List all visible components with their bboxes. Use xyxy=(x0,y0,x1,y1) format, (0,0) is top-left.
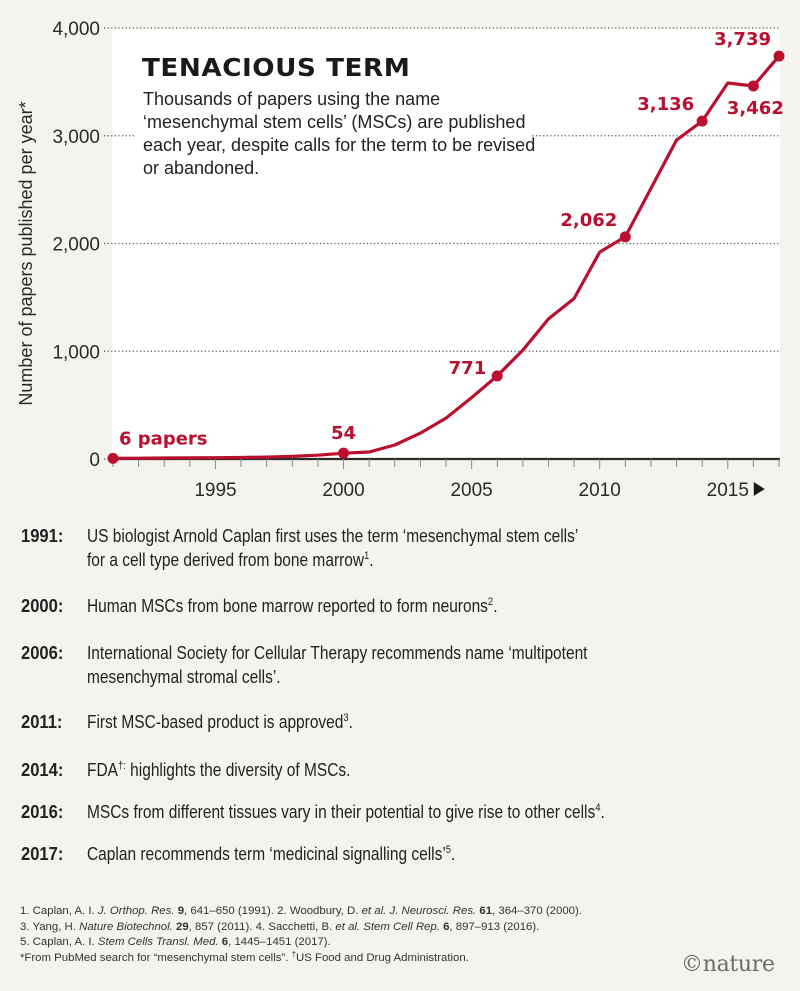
data-point xyxy=(107,452,119,464)
footnote-ref: 3 xyxy=(343,712,349,724)
timeline-text: Human MSCs from bone marrow reported to … xyxy=(87,596,498,616)
timeline-year: 2000: xyxy=(21,596,64,616)
x-tick-label: 1995 xyxy=(194,480,236,501)
data-point xyxy=(619,231,631,243)
title-box xyxy=(136,50,531,190)
y-tick-label: 1,000 xyxy=(52,342,100,363)
timeline-year: 2006: xyxy=(21,643,64,663)
timeline-year: 2016: xyxy=(21,802,64,822)
timeline-text: First MSC-based product is approved3. xyxy=(87,712,353,732)
footnote-ref: 1 xyxy=(364,550,370,562)
data-label: 3,136 xyxy=(637,94,694,115)
y-tick-label: 0 xyxy=(89,450,100,471)
data-point xyxy=(696,115,708,127)
y-tick-label: 4,000 xyxy=(52,19,100,40)
timeline-year: 2011: xyxy=(21,712,63,732)
y-tick-label: 2,000 xyxy=(52,235,100,256)
arrow-right-icon xyxy=(753,482,765,496)
y-axis-title: Number of papers published per year* xyxy=(16,101,36,405)
timeline-text: US biologist Arnold Caplan first uses th… xyxy=(87,526,579,570)
data-point xyxy=(747,80,759,92)
footnotes: 1. Caplan, A. I. J. Orthop. Res. 9, 641–… xyxy=(20,904,760,966)
footnote-ref: 5 xyxy=(445,844,452,856)
data-label: 2,062 xyxy=(560,210,617,231)
timeline-text: Caplan recommends term ‘medicinal signal… xyxy=(87,844,456,864)
chart-subtitle: Thousands of papers using the name ‘mese… xyxy=(143,89,536,178)
y-tick-label: 3,000 xyxy=(52,127,100,148)
data-label: 3,462 xyxy=(727,98,784,119)
footnote-line: *From PubMed search for “mesenchymal ste… xyxy=(20,949,469,964)
data-point xyxy=(491,370,503,382)
footnote-ref: †: xyxy=(117,760,126,772)
timeline-text: FDA†: highlights the diversity of MSCs. xyxy=(87,760,351,780)
data-label: 3,739 xyxy=(714,29,771,50)
timeline-text: International Society for Cellular Thera… xyxy=(87,643,588,687)
series-line xyxy=(111,54,781,460)
footnote-ref: 2 xyxy=(487,596,494,608)
footnote-line: 1. Caplan, A. I. J. Orthop. Res. 9, 641–… xyxy=(20,905,582,917)
timeline-year: 2017: xyxy=(21,844,64,864)
x-tick-label: 2010 xyxy=(579,480,621,501)
timeline-text: MSCs from different tissues vary in thei… xyxy=(87,802,605,822)
chart-title: TENACIOUS TERM xyxy=(142,53,411,82)
data-point xyxy=(773,50,785,62)
x-tick-label: 2015 xyxy=(707,480,749,501)
data-label: 6 papers xyxy=(119,428,208,449)
footnote-line: 5. Caplan, A. I. Stem Cells Transl. Med.… xyxy=(20,936,331,948)
x-tick-label: 2000 xyxy=(322,480,364,501)
timeline-year: 2014: xyxy=(21,760,64,780)
footnote-ref: 4 xyxy=(595,802,601,814)
footnote-line: 3. Yang, H. Nature Biotechnol. 29, 857 (… xyxy=(20,920,540,933)
data-label: 54 xyxy=(331,423,356,444)
data-label: 771 xyxy=(449,358,487,379)
data-point xyxy=(338,447,350,459)
nature-logo: ©nature xyxy=(681,952,775,977)
x-tick-label: 2005 xyxy=(450,480,492,501)
timeline-year: 1991: xyxy=(21,526,64,546)
